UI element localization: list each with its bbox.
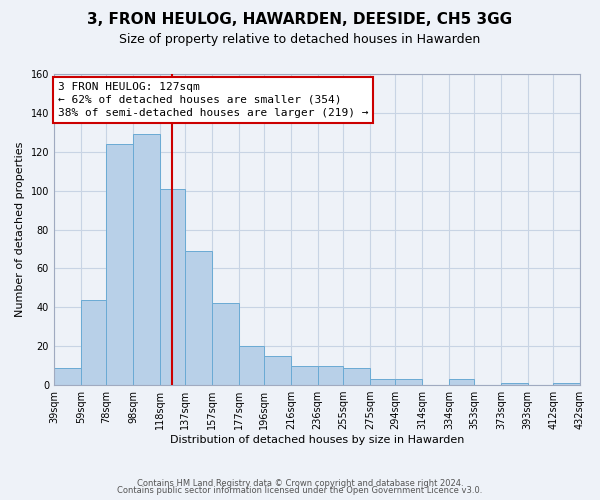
Bar xyxy=(264,356,291,385)
Y-axis label: Number of detached properties: Number of detached properties xyxy=(15,142,25,317)
Bar xyxy=(449,380,474,385)
Bar xyxy=(370,380,395,385)
Text: 3 FRON HEULOG: 127sqm
← 62% of detached houses are smaller (354)
38% of semi-det: 3 FRON HEULOG: 127sqm ← 62% of detached … xyxy=(58,82,368,118)
Bar xyxy=(133,134,160,385)
Bar xyxy=(317,366,343,385)
Text: Size of property relative to detached houses in Hawarden: Size of property relative to detached ho… xyxy=(119,32,481,46)
Text: Contains HM Land Registry data © Crown copyright and database right 2024.: Contains HM Land Registry data © Crown c… xyxy=(137,478,463,488)
Bar xyxy=(501,383,528,385)
Bar xyxy=(395,380,422,385)
Bar xyxy=(212,304,239,385)
Bar xyxy=(553,383,580,385)
Bar xyxy=(54,368,80,385)
Text: 3, FRON HEULOG, HAWARDEN, DEESIDE, CH5 3GG: 3, FRON HEULOG, HAWARDEN, DEESIDE, CH5 3… xyxy=(88,12,512,28)
Text: Contains public sector information licensed under the Open Government Licence v3: Contains public sector information licen… xyxy=(118,486,482,495)
Bar xyxy=(106,144,133,385)
Bar xyxy=(239,346,264,385)
Bar xyxy=(80,300,106,385)
Bar xyxy=(160,188,185,385)
X-axis label: Distribution of detached houses by size in Hawarden: Distribution of detached houses by size … xyxy=(170,435,464,445)
Bar xyxy=(291,366,317,385)
Bar xyxy=(343,368,370,385)
Bar xyxy=(185,251,212,385)
